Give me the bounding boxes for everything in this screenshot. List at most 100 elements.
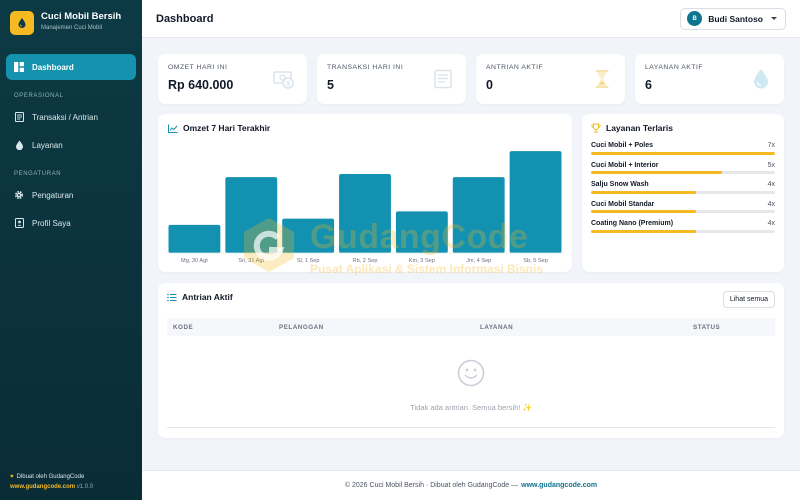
brand[interactable]: Cuci Mobil Bersih Manajemen Cuci Mobil [0,0,142,48]
stat-value: Rp 640.000 [168,78,234,92]
service-progress-bar [591,190,775,194]
heart-icon: ♥ [10,474,14,480]
chart-tick-label: Km, 3 Sep [409,258,435,264]
trophy-icon [591,123,601,133]
brand-logo-icon [10,11,34,35]
chart-bar[interactable] [452,177,505,253]
service-name: Cuci Mobil Standar [591,200,655,208]
footer-text: © 2026 Cuci Mobil Bersih · Dibuat oleh G… [344,482,519,489]
top-services-card: Layanan Terlaris Cuci Mobil + Poles 7x Cuc… [582,114,784,272]
top-services-title: Layanan Terlaris [606,123,673,133]
stat-value: 0 [486,78,493,92]
service-progress-fill [591,229,697,233]
chart-bar[interactable] [282,218,335,253]
user-menu-button[interactable]: B Budi Santoso [680,7,786,30]
service-progress-fill [591,171,723,174]
column-header-status: STATUS [693,323,721,331]
service-progress-bar [591,229,775,233]
sidebar-item-layanan[interactable]: Layanan [6,132,136,158]
page-title: Dashboard [156,12,214,25]
queue-title: Antrian Aktif [182,292,233,302]
stat-value: 6 [645,78,652,92]
service-count: 4x [767,181,775,188]
chart-bar[interactable] [339,173,391,253]
service-rank-item: Cuci Mobil + Poles 7x [591,142,775,162]
brand-subtitle: Manajemen Cuci Mobil [41,25,103,31]
receipt-icon [14,112,24,122]
stat-label: OMZET HARI INI [168,64,228,71]
chart-tick-label: Sl, 1 Sep [297,258,320,264]
chart-bar[interactable] [395,211,448,253]
service-progress-bar [591,151,775,155]
sidebar-footer-credit: Dibuat oleh GudangCode [16,474,85,480]
revenue-chart-title: Omzet 7 Hari Terakhir [183,123,271,133]
chart-tick-label: Sn, 31 Agt [238,258,264,264]
chart-bar[interactable] [168,224,221,253]
revenue-bar-chart: Mg, 30 Agt Sn, 31 Agt Sl, 1 Sep Rb, 2 Sep Km… [166,151,564,264]
droplet-icon [14,140,24,150]
chart-bar[interactable] [509,151,562,253]
id-badge-icon [14,218,24,228]
queue-card: Antrian Aktif Lihat semua KODE PELANGGAN… [158,283,784,438]
service-progress-fill [591,190,697,194]
service-count: 4x [767,200,775,208]
column-header-pelanggan: PELANGGAN [279,323,324,331]
card-title: Antrian Aktif [167,292,775,302]
chart-tick-label: Jm, 4 Sep [466,258,491,264]
receipt-icon [432,68,454,90]
service-progress-bar [591,210,775,213]
card-title: Layanan Terlaris [591,123,775,133]
column-header-layanan: LAYANAN [480,323,514,331]
service-rank-item: Cuci Mobil + Interior 5x [591,162,775,182]
sidebar-item-label: Pengaturan [32,190,74,200]
sidebar-section-pengaturan: PENGATURAN [14,171,62,177]
sidebar-item-transaksi[interactable]: Transaksi / Antrian [6,104,136,130]
service-progress-fill [591,151,775,155]
stat-card-antrian: ANTRIAN AKTIF 0 [476,54,625,104]
chart-tick-label: Rb, 2 Sep [353,258,378,264]
service-progress-fill [591,210,697,213]
sidebar-item-label: Transaksi / Antrian [32,112,98,122]
service-name: Coating Nano (Premium) [591,220,674,227]
service-row: Coating Nano (Premium) 4x [591,220,775,227]
sidebar-item-label: Layanan [32,140,63,150]
droplet-icon [750,68,772,90]
service-row: Cuci Mobil Standar 4x [591,201,775,208]
brand-title: Cuci Mobil Bersih [41,11,122,22]
stat-label: TRANSAKSI HARI INI [327,64,404,71]
footer-link[interactable]: www.gudangcode.com [521,482,598,489]
service-name: Cuci Mobil + Poles [591,142,654,149]
see-all-button[interactable]: Lihat semua [722,291,775,308]
service-row: Cuci Mobil + Poles 7x [591,142,775,149]
stat-card-omzet: OMZET HARI INI Rp 640.000 $ [158,54,307,104]
stat-value: 5 [327,78,334,92]
gear-icon [14,190,24,200]
queue-table-header: KODE PELANGGAN LAYANAN STATUS [167,318,775,336]
svg-text:$: $ [286,81,290,88]
sidebar-item-pengaturan[interactable]: Pengaturan [6,182,136,208]
sidebar-footer-link[interactable]: www.gudangcode.com [10,484,76,490]
version-label: v1.0.0 [76,484,94,490]
sidebar-section-operasional: OPERASIONAL [14,93,64,99]
hourglass-icon [591,68,613,90]
stat-label: LAYANAN AKTIF [645,64,703,71]
chart-tick-label: Mg, 30 Agt [181,258,208,264]
service-rank-item: Salju Snow Wash 4x [591,181,775,201]
service-count: 5x [767,161,775,169]
queue-empty-text: Tidak ada antrian. Semua bersih! ✨ [410,403,532,412]
chart-bar[interactable] [225,177,278,253]
avatar: B [687,11,703,26]
list-icon [167,292,177,302]
chart-line-icon [168,123,178,133]
service-count: 4x [767,220,775,227]
sidebar-item-dashboard[interactable]: Dashboard [6,54,136,80]
topbar: Dashboard B Budi Santoso [142,0,800,38]
service-row: Cuci Mobil + Interior 5x [591,162,775,169]
user-name: Budi Santoso [708,13,763,24]
money-icon: $ [273,68,295,90]
smile-icon [457,359,485,392]
sidebar-item-profil[interactable]: Profil Saya [6,210,136,236]
service-rank-item: Coating Nano (Premium) 4x [591,220,775,240]
top-services-list: Cuci Mobil + Poles 7x Cuci Mobil + Interio… [591,142,775,240]
service-count: 7x [767,142,775,149]
